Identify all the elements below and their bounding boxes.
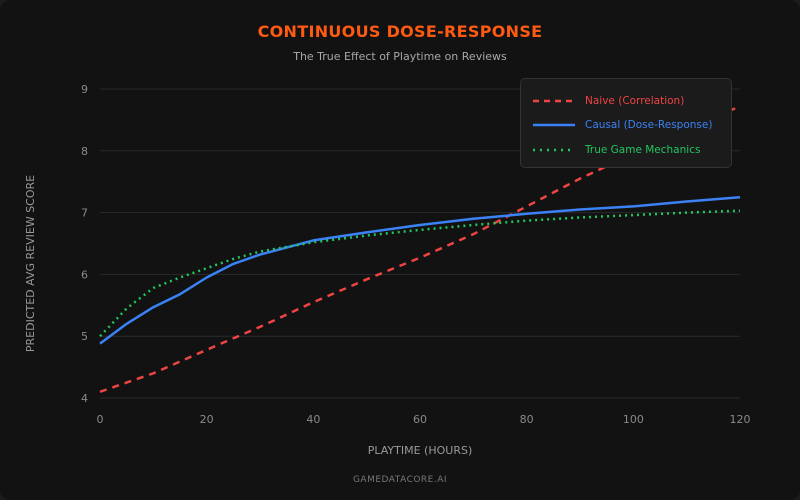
legend-label: Causal (Dose-Response) (585, 119, 713, 131)
y-tick-label: 9 (81, 83, 88, 96)
legend-label: Naive (Correlation) (585, 95, 685, 107)
legend-item-causal: Causal (Dose-Response) (533, 117, 712, 133)
solid-line-swatch (533, 123, 575, 127)
x-tick-label: 80 (520, 413, 534, 426)
y-tick-label: 5 (81, 330, 88, 343)
legend-item-true: True Game Mechanics (533, 142, 700, 158)
series-line-1 (99, 195, 741, 345)
x-tick-label: 120 (730, 413, 751, 426)
y-tick-label: 6 (81, 268, 88, 281)
dashed-line-swatch (533, 99, 575, 103)
y-tick-label: 8 (81, 145, 88, 158)
legend-label: True Game Mechanics (585, 144, 701, 156)
legend: Naive (Correlation) Causal (Dose-Respons… (520, 78, 732, 168)
series-line-2 (99, 209, 741, 338)
x-tick-label: 20 (200, 413, 214, 426)
chart-title: CONTINUOUS DOSE-RESPONSE (257, 22, 543, 41)
y-tick-label: 7 (81, 207, 88, 220)
x-tick-label: 60 (413, 413, 427, 426)
legend-item-naive: Naive (Correlation) (533, 93, 684, 109)
y-tick-label: 4 (81, 392, 88, 405)
x-tick-label: 40 (306, 413, 320, 426)
y-axis-label: PREDICTED AVG REVIEW SCORE (24, 175, 37, 352)
dotted-line-swatch (533, 148, 575, 152)
footer-brand: GAMEDATACORE.AI (352, 475, 448, 485)
x-tick-label: 100 (623, 413, 644, 426)
x-axis-label: PLAYTIME (HOURS) (368, 444, 473, 457)
x-tick-label: 0 (97, 413, 104, 426)
chart-subtitle: The True Effect of Playtime on Reviews (293, 50, 507, 63)
